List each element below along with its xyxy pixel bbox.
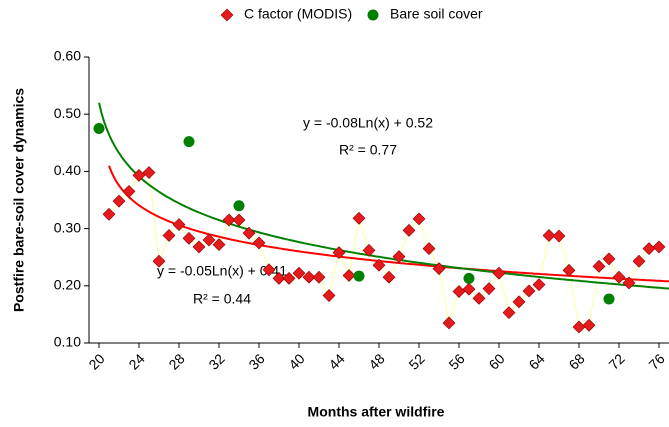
point (112, 194, 126, 208)
x-tick-label: 32 (205, 350, 227, 372)
point (182, 231, 196, 245)
point (482, 282, 496, 296)
point (632, 254, 646, 268)
point (212, 238, 226, 252)
point (232, 213, 246, 227)
point (192, 240, 206, 254)
x-tick-label: 56 (445, 350, 467, 372)
point (292, 266, 306, 280)
x-tick-label: 44 (325, 350, 347, 372)
point (102, 207, 116, 221)
x-tick-label: 36 (245, 350, 267, 372)
point (233, 200, 245, 212)
y-axis-title: Postfire bare-soil cover dynamics (11, 88, 27, 312)
y-tick-label: 0.20 (54, 277, 81, 293)
y-tick-label: 0.50 (54, 105, 81, 121)
x-tick-label: 76 (645, 350, 667, 372)
point (152, 254, 166, 268)
x-tick-label: 20 (85, 350, 107, 372)
point (552, 229, 566, 243)
y-tick-label: 0.10 (54, 334, 81, 350)
point (172, 218, 186, 232)
point (603, 293, 615, 305)
point (652, 240, 666, 254)
point (422, 242, 436, 256)
x-tick-label: 52 (405, 350, 427, 372)
point (93, 123, 105, 134)
point (142, 166, 156, 179)
point (462, 282, 476, 296)
point (362, 243, 376, 257)
point (432, 262, 446, 276)
x-tick-label: 40 (285, 350, 307, 372)
point (302, 270, 316, 284)
point (312, 270, 326, 284)
point (322, 289, 336, 302)
point (452, 285, 466, 298)
trend-r2: R² = 0.77 (339, 142, 397, 158)
trend-equation: y = -0.05Ln(x) + 0.41 (157, 263, 287, 279)
trendline (108, 165, 669, 283)
y-tick-label: 0.30 (54, 219, 81, 235)
trend-r2: R² = 0.44 (193, 291, 251, 307)
legend-marker (220, 8, 234, 22)
point (352, 211, 366, 225)
point (162, 229, 176, 242)
point (512, 295, 526, 309)
point (572, 320, 586, 334)
x-tick-label: 68 (565, 350, 587, 372)
point (402, 223, 416, 237)
x-tick-label: 48 (365, 350, 387, 372)
x-axis-title: Months after wildfire (308, 404, 445, 420)
x-tick-label: 60 (485, 350, 507, 372)
series-line (108, 171, 660, 328)
point (412, 212, 426, 226)
point (622, 276, 636, 290)
y-tick-label: 0.40 (54, 162, 81, 178)
legend-label: Bare soil cover (390, 6, 483, 22)
point (582, 318, 596, 332)
point (442, 316, 456, 330)
x-tick-label: 24 (125, 350, 147, 372)
point (252, 236, 266, 250)
point (272, 271, 286, 285)
point (532, 278, 546, 292)
point (592, 259, 606, 273)
x-tick-label: 72 (605, 350, 627, 372)
x-tick-label: 64 (525, 350, 547, 372)
point (202, 233, 216, 247)
point (122, 184, 136, 198)
point (502, 306, 516, 320)
point (353, 270, 365, 282)
point (382, 270, 396, 284)
point (472, 291, 486, 305)
trendline (98, 102, 669, 290)
legend-label: C factor (MODIS) (244, 6, 352, 22)
point (602, 252, 616, 266)
point (522, 284, 536, 298)
point (372, 258, 386, 272)
point (282, 271, 296, 285)
point (492, 266, 506, 280)
point (132, 168, 146, 182)
point (332, 246, 346, 260)
legend-marker (367, 9, 379, 21)
trend-equation: y = -0.08Ln(x) + 0.52 (303, 115, 433, 131)
point (463, 272, 475, 284)
point (542, 229, 556, 242)
point (342, 269, 356, 282)
point (562, 263, 576, 277)
point (612, 270, 626, 284)
point (183, 136, 195, 148)
point (262, 263, 276, 277)
x-tick-label: 28 (165, 350, 187, 372)
point (392, 250, 406, 264)
point (242, 226, 256, 240)
y-tick-label: 0.60 (54, 48, 81, 64)
point (222, 213, 236, 227)
point (642, 242, 656, 256)
